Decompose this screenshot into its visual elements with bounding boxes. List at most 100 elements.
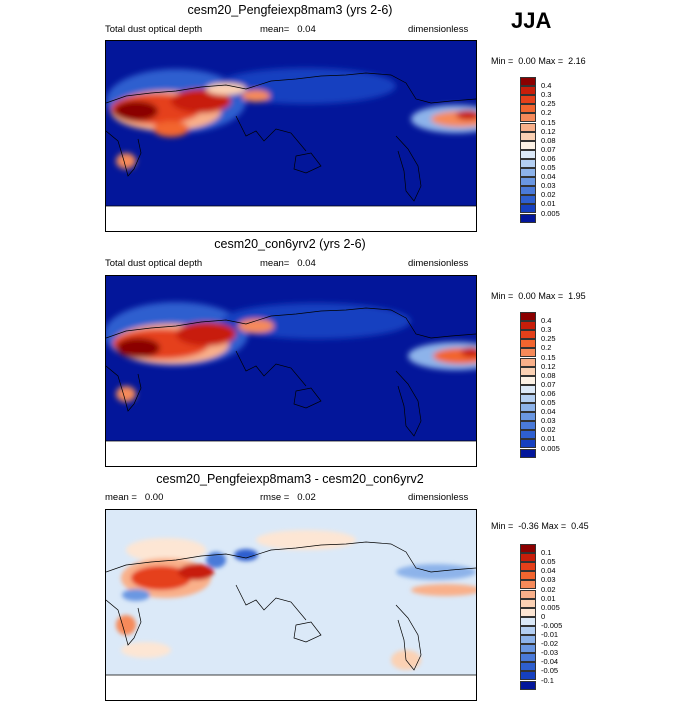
panel-1-max-value: 2.16 — [568, 56, 586, 66]
panel-2-units: dimensionless — [408, 258, 469, 269]
colorbar-swatch — [520, 330, 536, 340]
panel-2-variable-label: Total dust optical depth — [105, 258, 203, 269]
colorbar-swatch — [520, 553, 536, 563]
colorbar-tick-label: 0.25 — [541, 334, 556, 344]
colorbar-swatch — [520, 439, 536, 449]
panel-2-coastlines — [106, 307, 476, 442]
colorbar-swatch — [520, 625, 536, 635]
colorbar-tick-label: -0.005 — [541, 620, 563, 630]
colorbar-tick-label: -0.05 — [541, 666, 559, 676]
panel-2-max-label: Max = — [538, 291, 564, 301]
colorbar-tick-label: 0.08 — [541, 135, 556, 145]
panel-3-rmse: rmse = 0.02 — [260, 492, 316, 503]
colorbar-swatch — [520, 95, 536, 105]
colorbar-swatch — [520, 357, 536, 367]
colorbar-swatch — [520, 403, 536, 413]
colorbar-tick-label: 0.4 — [541, 316, 552, 326]
panel-2-minmax: Min = 0.00 Max = 1.95 — [491, 291, 586, 301]
panel-3-coastlines — [106, 541, 476, 676]
panel-2-max-value: 1.95 — [568, 291, 586, 301]
colorbar-swatch — [520, 168, 536, 178]
panel-1-coastlines — [106, 72, 476, 207]
colorbar-tick-label: 0.3 — [541, 90, 552, 100]
colorbar-tick-label: 0.08 — [541, 370, 556, 380]
colorbar-tick-label: 0.2 — [541, 108, 552, 118]
panel-3-map-svg — [106, 510, 476, 700]
colorbar-tick-label: 0.12 — [541, 361, 556, 371]
colorbar-tick-label: 0.04 — [541, 407, 556, 417]
colorbar-swatch — [520, 393, 536, 403]
colorbar-tick-label: 0.2 — [541, 343, 552, 353]
panel-1-mean: mean= 0.04 — [260, 24, 316, 35]
colorbar-swatch — [520, 348, 536, 358]
colorbar-swatch — [520, 384, 536, 394]
panel-3-minmax: Min = -0.36 Max = 0.45 — [491, 521, 589, 531]
colorbar-swatch — [520, 544, 536, 554]
colorbar-tick-label: 0.04 — [541, 172, 556, 182]
colorbar-tick-label: -0.1 — [541, 675, 554, 685]
colorbar-swatch — [520, 680, 536, 690]
panel-2-field — [106, 302, 476, 402]
colorbar-tick-label: 0.15 — [541, 352, 556, 362]
colorbar-swatch — [520, 412, 536, 422]
colorbar-tick-label: -0.02 — [541, 639, 559, 649]
panel-1-mean-label: mean= — [260, 24, 290, 35]
panel-3-title: cesm20_Pengfeiexp8mam3 - cesm20_con6yrv2 — [156, 472, 424, 486]
panel-2-min-value: 0.00 — [518, 291, 536, 301]
panel-1-map-svg — [106, 41, 476, 231]
panel-2-map — [105, 275, 477, 467]
panel-1-max-label: Max = — [538, 56, 564, 66]
colorbar-tick-label: 0.03 — [541, 416, 556, 426]
colorbar-tick-label: -0.04 — [541, 657, 559, 667]
panel-1-title: cesm20_Pengfeiexp8mam3 (yrs 2-6) — [187, 3, 393, 17]
colorbar-swatch — [520, 158, 536, 168]
panel-3-units: dimensionless — [408, 492, 469, 503]
panel-3-mean: mean = 0.00 — [105, 492, 163, 503]
colorbar-swatch — [520, 589, 536, 599]
panel-1-variable-label: Total dust optical depth — [105, 24, 203, 35]
colorbar-swatch — [520, 113, 536, 123]
season-label: JJA — [511, 8, 552, 33]
colorbar-swatch — [520, 122, 536, 132]
colorbar-swatch — [520, 653, 536, 663]
panel-3-min-value: -0.36 — [518, 521, 539, 531]
panel-2-map-svg — [106, 276, 476, 466]
colorbar-tick-label: 0.05 — [541, 398, 556, 407]
panel-3-max-label: Max = — [541, 521, 567, 531]
panel-1-min-label: Min = — [491, 56, 514, 66]
colorbar-swatch — [520, 104, 536, 114]
panel-3-max-value: 0.45 — [571, 521, 589, 531]
colorbar-swatch — [520, 195, 536, 205]
colorbar-tick-label: -0.01 — [541, 630, 559, 639]
colorbar-swatch — [520, 635, 536, 645]
panel-1-min-value: 0.00 — [518, 56, 536, 66]
colorbar-swatch — [520, 562, 536, 572]
colorbar-tick-label: 0.1 — [541, 548, 552, 558]
panel-3-rmse-label: rmse = — [260, 492, 290, 503]
colorbar-swatch — [520, 421, 536, 431]
panel-2-mean: mean= 0.04 — [260, 258, 316, 269]
panel-3-min-label: Min = — [491, 521, 514, 531]
colorbar-tick-label: 0.07 — [541, 379, 556, 389]
colorbar-tick-label: 0.07 — [541, 144, 556, 154]
colorbar-tick-label: 0 — [541, 611, 546, 621]
colorbar-tick-label: 0.02 — [541, 425, 556, 435]
colorbar-tick-label: 0.25 — [541, 99, 556, 109]
panel-3-map — [105, 509, 477, 701]
panel-1-units: dimensionless — [408, 24, 469, 35]
colorbar-swatch — [520, 448, 536, 458]
colorbar-swatch — [520, 430, 536, 440]
panel-1-map — [105, 40, 477, 232]
colorbar-tick-label: 0.05 — [541, 163, 556, 172]
colorbar-tick-label: 0.01 — [541, 199, 556, 209]
colorbar-swatch — [520, 312, 536, 322]
colorbar-swatch — [520, 77, 536, 87]
colorbar-swatch — [520, 86, 536, 96]
colorbar-swatch — [520, 571, 536, 581]
colorbar-tick-label: 0.4 — [541, 81, 552, 91]
panel-3-mean-value: 0.00 — [144, 492, 164, 503]
colorbar-tick-label: 0.12 — [541, 126, 556, 136]
colorbar-swatch — [520, 131, 536, 141]
colorbar-swatch — [520, 177, 536, 187]
colorbar-tick-label: 0.005 — [541, 208, 560, 218]
